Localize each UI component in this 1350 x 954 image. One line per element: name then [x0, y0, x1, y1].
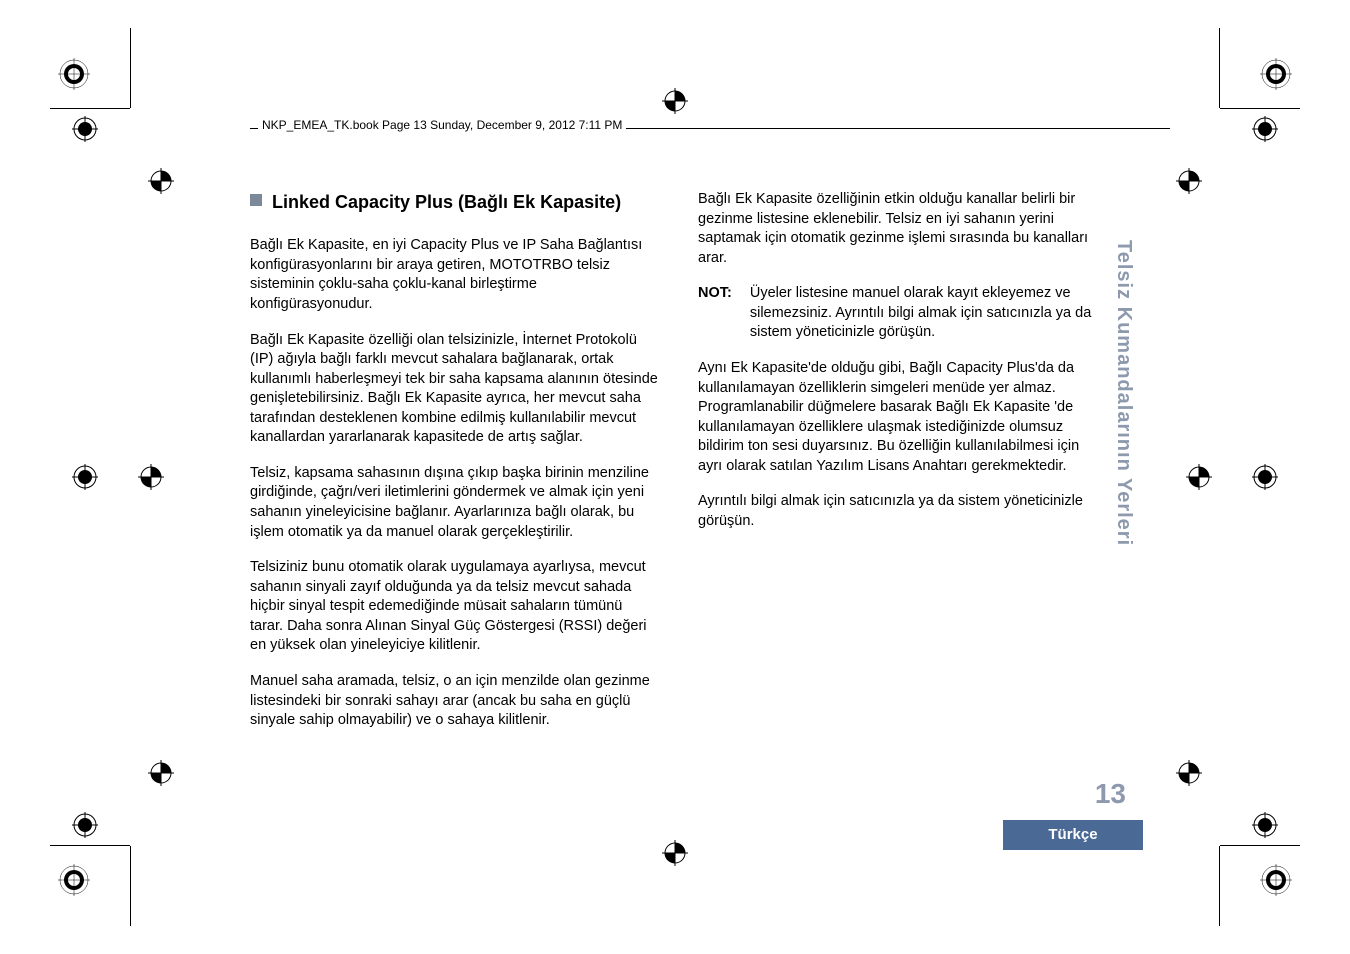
paragraph: Telsiziniz bunu otomatik olarak uygulama… [250, 558, 658, 656]
registration-mark-icon [72, 812, 98, 838]
language-tab: Türkçe [1003, 820, 1143, 850]
note-block: NOT: Üyeler listesine manuel olarak kayı… [698, 284, 1106, 343]
header-filename: NKP_EMEA_TK.book Page 13 Sunday, Decembe… [258, 118, 626, 132]
side-tab: Telsiz Kumandalarının Yerleri [1112, 240, 1136, 546]
crop-mark [130, 846, 131, 926]
paragraph: Ayrıntılı bilgi almak için satıcınızla y… [698, 492, 1106, 531]
paragraph: Telsiz, kapsama sahasının dışına çıkıp b… [250, 464, 658, 542]
page-number: 13 [1095, 778, 1126, 810]
registration-mark-icon [1260, 864, 1292, 896]
crop-mark [50, 845, 130, 846]
registration-mark-icon [1252, 464, 1278, 490]
right-column: Bağlı Ek Kapasite özelliğinin etkin oldu… [698, 190, 1106, 747]
section-heading: Linked Capacity Plus (Bağlı Ek Kapasite) [250, 190, 658, 214]
note-text: Üyeler listesine manuel olarak kayıt ekl… [750, 284, 1106, 343]
crop-mark [1220, 108, 1300, 109]
registration-mark-icon [662, 840, 688, 866]
registration-mark-icon [1176, 168, 1202, 194]
registration-mark-icon [148, 168, 174, 194]
registration-mark-icon [662, 88, 688, 114]
registration-mark-icon [72, 464, 98, 490]
registration-mark-icon [138, 464, 164, 490]
registration-mark-icon [148, 760, 174, 786]
main-content: Linked Capacity Plus (Bağlı Ek Kapasite)… [250, 190, 1106, 747]
left-column: Linked Capacity Plus (Bağlı Ek Kapasite)… [250, 190, 658, 747]
crop-mark [50, 108, 130, 109]
note-label: NOT: [698, 284, 732, 343]
registration-mark-icon [1252, 116, 1278, 142]
registration-mark-icon [58, 58, 90, 90]
paragraph: Bağlı Ek Kapasite özelliğinin etkin oldu… [698, 190, 1106, 268]
crop-mark [1219, 846, 1220, 926]
registration-mark-icon [1176, 760, 1202, 786]
registration-mark-icon [1252, 812, 1278, 838]
registration-mark-icon [1260, 58, 1292, 90]
registration-mark-icon [1186, 464, 1212, 490]
registration-mark-icon [72, 116, 98, 142]
paragraph: Manuel saha aramada, telsiz, o an için m… [250, 672, 658, 731]
paragraph: Bağlı Ek Kapasite özelliği olan telsizin… [250, 331, 658, 448]
side-vertical-title: Telsiz Kumandalarının Yerleri [1112, 240, 1135, 546]
crop-mark [1219, 28, 1220, 108]
registration-mark-icon [58, 864, 90, 896]
paragraph: Aynı Ek Kapasite'de olduğu gibi, Bağlı C… [698, 359, 1106, 476]
section-bullet-icon [250, 194, 262, 206]
section-title: Linked Capacity Plus (Bağlı Ek Kapasite) [272, 190, 621, 214]
crop-mark [130, 28, 131, 108]
crop-mark [1220, 845, 1300, 846]
paragraph: Bağlı Ek Kapasite, en iyi Capacity Plus … [250, 236, 658, 314]
